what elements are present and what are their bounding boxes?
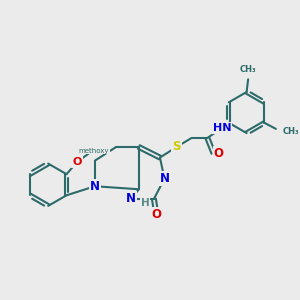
Text: N: N: [160, 172, 170, 185]
Text: N: N: [90, 180, 100, 193]
Text: CH₃: CH₃: [240, 65, 256, 74]
Text: CH₃: CH₃: [283, 127, 299, 136]
Text: N: N: [126, 192, 136, 206]
Text: S: S: [172, 140, 181, 154]
Text: methoxy: methoxy: [79, 148, 109, 154]
Text: HN: HN: [213, 123, 231, 133]
Text: O: O: [72, 157, 82, 167]
Text: O: O: [151, 208, 161, 221]
Text: O: O: [214, 147, 224, 160]
Text: H: H: [141, 197, 150, 208]
